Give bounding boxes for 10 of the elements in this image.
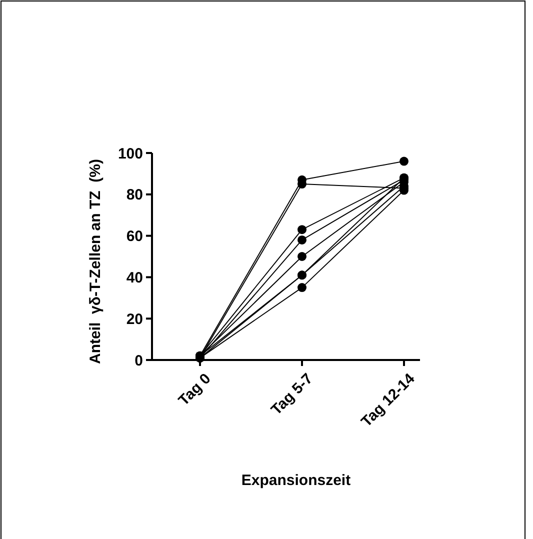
y-tick-label: 80 xyxy=(126,186,143,204)
y-tick-label: 0 xyxy=(134,352,143,370)
y-axis-title: Anteil γδ-T-Zellen an TZ (%) xyxy=(87,159,104,364)
x-tick-label: Tag 5-7 xyxy=(268,370,316,419)
x-axis-title: Expansionszeit xyxy=(241,472,351,489)
y-tick-label: 40 xyxy=(126,269,143,286)
y-tick-label: 100 xyxy=(118,145,143,162)
x-tick-label: Tag 0 xyxy=(175,370,214,410)
y-tick-label: 60 xyxy=(126,228,143,246)
y-tick-label: 20 xyxy=(126,310,143,328)
